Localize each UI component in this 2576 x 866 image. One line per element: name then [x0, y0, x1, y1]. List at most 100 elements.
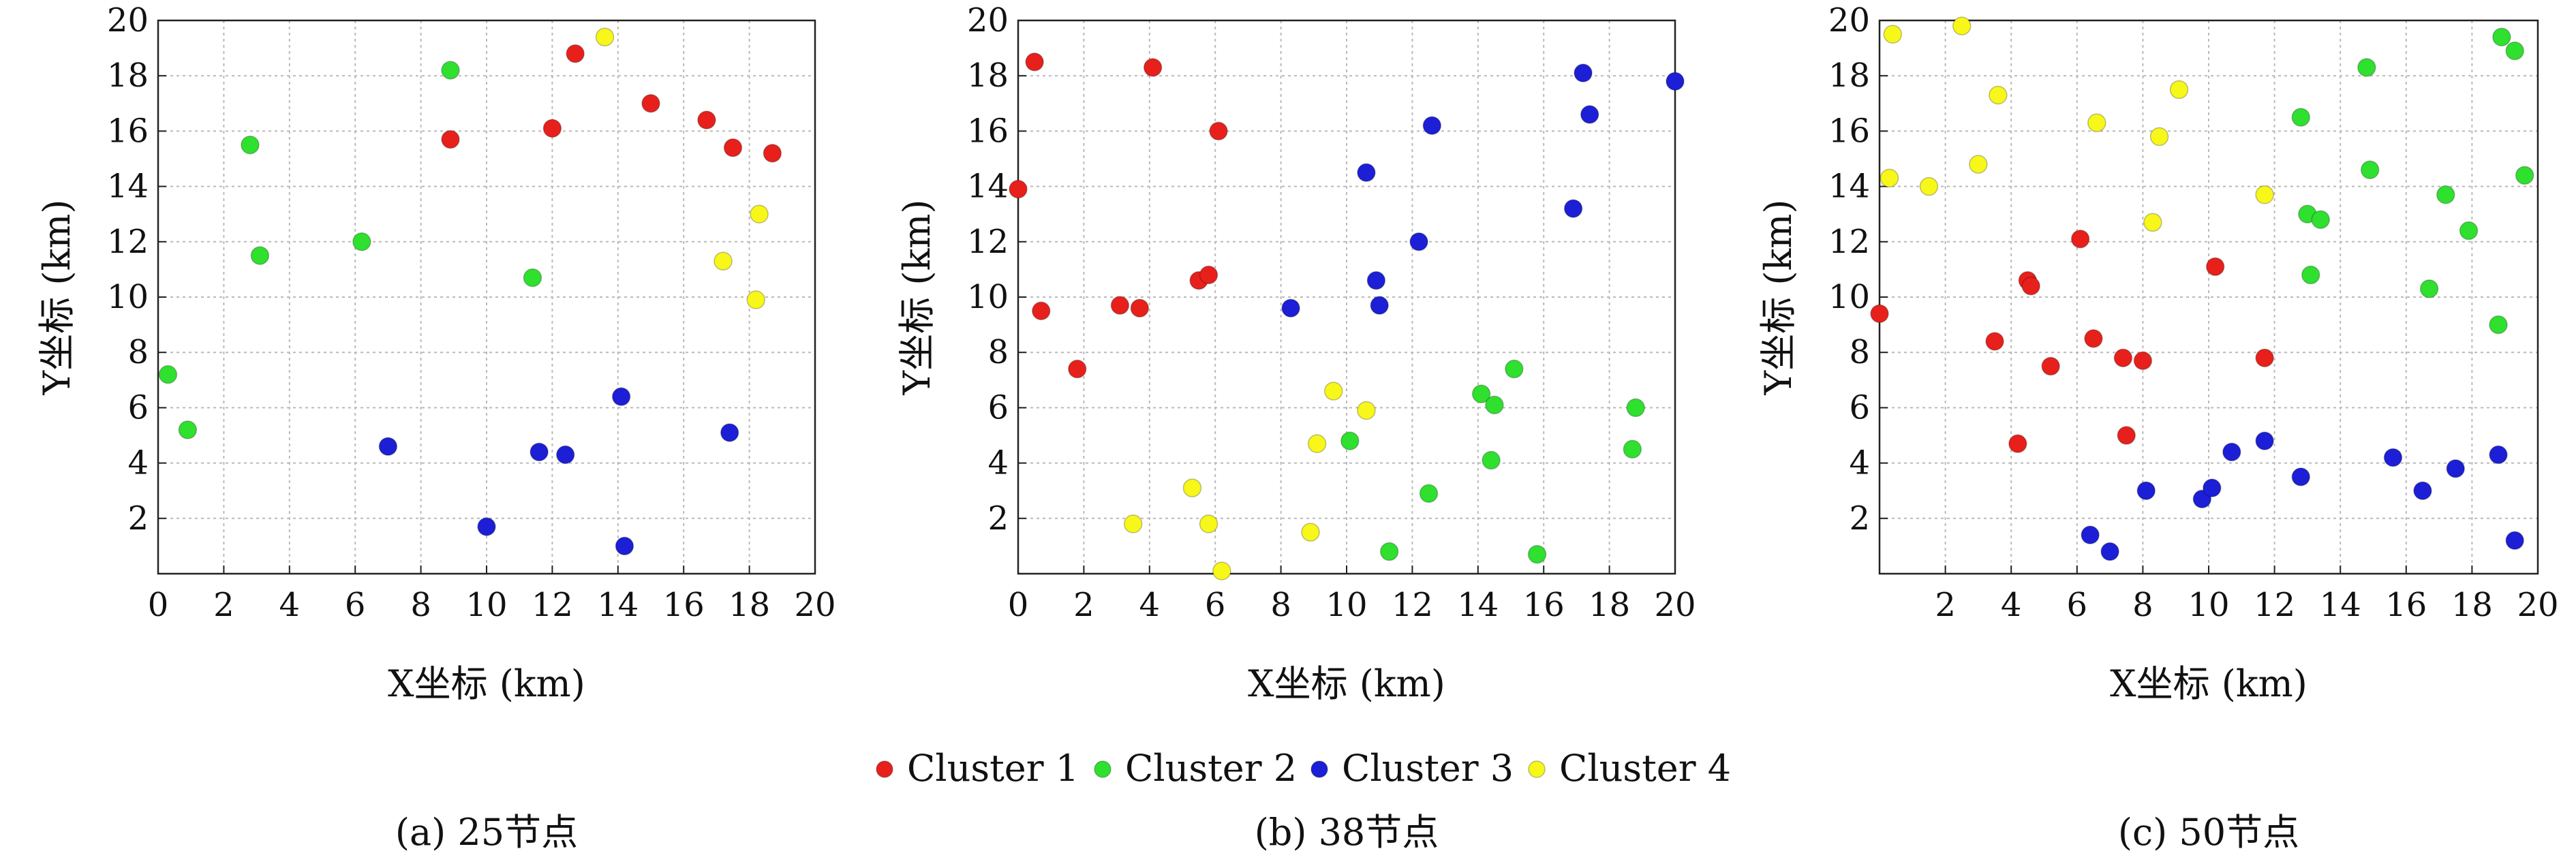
data-point: [2149, 127, 2169, 146]
y-axis-label: Y坐标 (km): [35, 200, 78, 396]
data-point: [1379, 542, 1399, 561]
x-tick-label: 8: [410, 586, 431, 624]
data-point: [2117, 426, 2136, 445]
y-tick-label: 2: [987, 499, 1009, 538]
data-point: [555, 445, 575, 465]
data-point: [2419, 279, 2439, 298]
x-tick-label: 2: [1935, 586, 1956, 624]
y-tick-label: 18: [107, 57, 149, 95]
panel-caption: (b) 38节点: [1255, 811, 1439, 854]
x-tick-label: 6: [2067, 586, 2088, 624]
data-point: [1212, 561, 1231, 581]
y-tick-label: 20: [967, 1, 1009, 40]
x-tick-label: 0: [148, 586, 169, 624]
y-tick-label: 16: [107, 112, 149, 150]
data-point: [2291, 108, 2310, 127]
data-point: [1143, 58, 1163, 77]
data-point: [542, 119, 562, 138]
x-tick-label: 18: [1589, 586, 1630, 624]
data-point: [1419, 484, 1439, 504]
data-point: [352, 232, 371, 251]
y-tick-label: 18: [1828, 57, 1870, 95]
data-point: [697, 110, 716, 129]
y-tick-label: 12: [107, 223, 149, 261]
data-point: [720, 423, 739, 442]
x-tick-label: 14: [1457, 586, 1499, 624]
data-point: [1409, 232, 1428, 251]
data-point: [615, 536, 634, 556]
x-tick-label: 20: [794, 586, 835, 624]
data-point: [441, 61, 460, 80]
x-axis-label: X坐标 (km): [388, 662, 585, 705]
legend-marker: [876, 760, 893, 778]
data-point: [1123, 514, 1143, 533]
y-tick-label: 20: [107, 1, 149, 40]
data-point: [2100, 542, 2119, 561]
x-tick-label: 4: [2001, 586, 2022, 624]
data-point: [746, 290, 765, 309]
legend-marker: [1310, 760, 1328, 778]
data-point: [1370, 296, 1389, 315]
x-tick-label: 12: [2254, 586, 2295, 624]
data-point: [2301, 265, 2320, 285]
panel-2: 0 2 4 6 8 10 12 14 16 18 20 2 4 6 8 10 12 14 16 18 20 X坐标 (km…: [895, 1, 1696, 854]
x-tick-label: 18: [2451, 586, 2493, 624]
data-point: [2291, 467, 2310, 486]
data-point: [1505, 359, 1524, 379]
y-tick-label: 12: [967, 223, 1009, 261]
x-tick-label: 18: [729, 586, 770, 624]
legend-label: Cluster 4: [1559, 747, 1731, 790]
legend: Cluster 1 Cluster 2 Cluster 3 Cluster 4: [876, 747, 1731, 790]
x-tick-label: 4: [1139, 586, 1161, 624]
data-point: [2143, 213, 2162, 232]
data-point: [1952, 16, 1972, 35]
data-point: [1009, 179, 1028, 199]
data-point: [1068, 359, 1087, 379]
data-point: [1563, 199, 1583, 218]
data-point: [2087, 113, 2106, 132]
data-point: [1130, 298, 1150, 318]
grid: [1880, 20, 2538, 574]
x-tick-label: 10: [1325, 586, 1367, 624]
series-cluster-2: [158, 61, 542, 439]
data-point: [1574, 63, 1593, 82]
data-point: [1422, 116, 1442, 136]
data-point: [714, 251, 733, 270]
data-point: [1623, 439, 1642, 459]
data-point: [378, 437, 398, 456]
data-point: [1666, 72, 1685, 91]
series-cluster-4: [595, 27, 769, 309]
data-point: [2357, 58, 2376, 77]
y-axis-label: Y坐标 (km): [1757, 200, 1800, 396]
x-tick-label: 20: [1654, 586, 1696, 624]
data-point: [1626, 398, 1645, 418]
series-cluster-1: [1009, 52, 1228, 379]
y-tick-label: 14: [967, 168, 1009, 206]
y-tick-label: 10: [107, 278, 149, 316]
data-point: [1301, 523, 1320, 542]
panel-caption: (c) 50节点: [2118, 811, 2299, 854]
data-point: [1357, 163, 1376, 183]
data-point: [2505, 531, 2524, 551]
y-tick-label: 6: [987, 388, 1009, 427]
y-tick-label: 4: [987, 444, 1009, 482]
data-point: [1471, 384, 1491, 403]
x-tick-label: 0: [1008, 586, 1029, 624]
data-point: [2041, 356, 2060, 376]
x-tick-label: 2: [213, 586, 234, 624]
y-tick-label: 2: [1849, 499, 1870, 538]
data-point: [2084, 329, 2103, 348]
y-tick-label: 10: [967, 278, 1009, 316]
data-point: [1031, 301, 1051, 321]
series-cluster-1: [441, 44, 782, 163]
y-tick-label: 8: [127, 333, 149, 371]
data-point: [1485, 395, 1504, 415]
legend-label: Cluster 1: [907, 747, 1079, 790]
data-point: [1580, 105, 1599, 124]
x-tick-label: 10: [2188, 586, 2229, 624]
x-axis-label: X坐标 (km): [2110, 662, 2307, 705]
data-point: [1969, 155, 1988, 174]
data-point: [2070, 229, 2090, 249]
data-point: [2489, 445, 2508, 465]
